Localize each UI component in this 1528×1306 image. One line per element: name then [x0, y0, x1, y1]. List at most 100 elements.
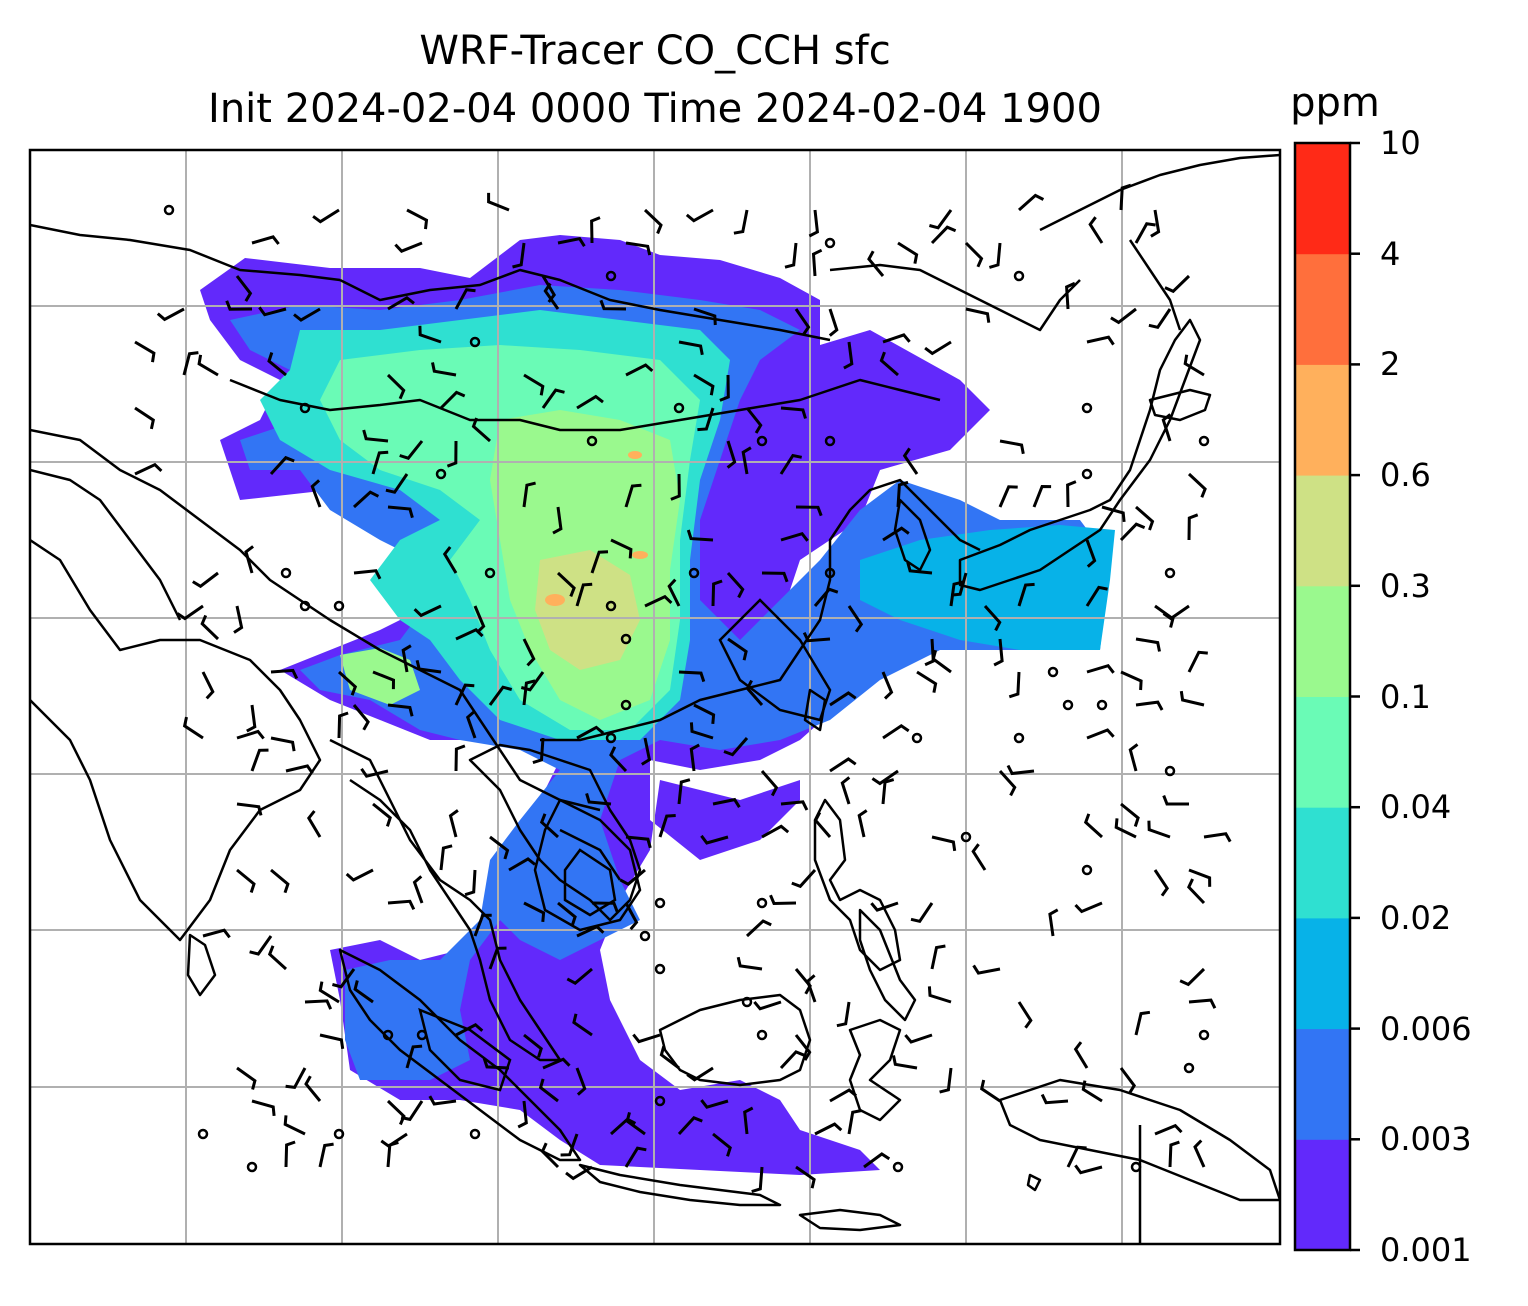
concentration-contours	[418, 598, 832, 1092]
wind-barb	[794, 308, 811, 336]
colorbar-segment	[1295, 253, 1350, 365]
calm-wind-marker	[1130, 1161, 1142, 1173]
calm-wind-marker	[484, 567, 496, 579]
wind-barb	[1085, 539, 1097, 568]
wind-barb	[412, 875, 424, 904]
wind-barb	[442, 546, 458, 574]
wind-barb	[863, 1152, 891, 1169]
wind-barb	[625, 241, 652, 256]
wind-barb	[667, 578, 681, 607]
wind-barb	[813, 811, 832, 838]
colorbar-tick-label: 0.1	[1380, 677, 1431, 716]
wind-barb	[625, 363, 654, 377]
wind-barb	[1065, 281, 1076, 310]
wind-barb	[743, 1106, 754, 1135]
wind-barb	[362, 429, 389, 443]
wind-barb	[406, 208, 429, 230]
wind-barb	[489, 835, 510, 860]
wind-barb	[591, 901, 619, 913]
wind-barb	[312, 208, 340, 224]
wind-barb	[306, 810, 322, 838]
wind-barb	[1164, 274, 1191, 294]
wind-barb	[1135, 637, 1161, 652]
wind-barb	[624, 1146, 647, 1168]
wind-barb	[590, 550, 609, 574]
wind-barb	[829, 757, 857, 773]
colorbar-tick-label: 0.001	[1380, 1231, 1472, 1269]
wind-barb	[1187, 513, 1199, 541]
wind-barb	[640, 737, 652, 766]
wind-barb	[400, 1100, 424, 1122]
wind-barb	[983, 604, 1002, 632]
colorbar-tick-label: 2	[1380, 345, 1401, 384]
wind-barbs	[134, 183, 1232, 1194]
calm-wind-marker	[1013, 732, 1025, 744]
wind-barb	[1040, 1093, 1069, 1105]
wind-barb	[1148, 308, 1172, 329]
wind-barb	[795, 505, 823, 517]
map-frame	[28, 148, 1282, 1246]
wind-barb	[269, 455, 295, 476]
wind-barb	[927, 986, 952, 1004]
calm-wind-marker	[382, 1029, 394, 1041]
calm-wind-marker	[1081, 468, 1093, 480]
wind-barb	[235, 275, 253, 302]
calm-wind-marker	[911, 732, 923, 744]
wind-barb	[353, 980, 374, 1004]
wind-barb	[454, 288, 476, 310]
wind-barb	[1086, 335, 1115, 346]
colorbar-segment	[1295, 1139, 1350, 1251]
wind-barb	[134, 462, 163, 476]
wind-barb	[576, 725, 605, 740]
wind-barb	[930, 225, 957, 245]
wind-barb	[540, 1142, 560, 1169]
calm-wind-marker	[605, 600, 617, 612]
wind-barb	[532, 737, 545, 765]
wind-barb	[522, 481, 536, 508]
wind-barb	[557, 901, 577, 926]
wind-barb	[751, 1166, 764, 1194]
wind-barb	[439, 844, 453, 871]
wind-barb	[1017, 1001, 1033, 1029]
wind-barb	[1119, 522, 1146, 542]
wind-barb	[980, 1079, 1001, 1103]
wind-barb	[1114, 818, 1137, 839]
wind-barb	[879, 351, 899, 377]
wind-barb	[566, 967, 593, 986]
wind-barb	[1119, 183, 1132, 211]
wind-barb	[677, 1116, 703, 1136]
wind-barb	[542, 1057, 571, 1070]
coastlines	[30, 153, 1280, 1232]
wind-barb	[882, 333, 911, 344]
wind-barb	[780, 406, 807, 419]
wind-barb	[1086, 663, 1115, 674]
wind-barb	[619, 868, 646, 887]
wind-barb	[769, 894, 797, 906]
wind-barb	[1066, 480, 1077, 508]
colorbar-segment	[1295, 475, 1350, 587]
wind-barb	[267, 352, 287, 377]
calm-wind-marker	[1081, 864, 1093, 876]
wind-barb	[1134, 222, 1156, 244]
calm-wind-marker	[1081, 402, 1093, 414]
wind-barb	[1188, 868, 1212, 887]
wind-barb	[352, 704, 370, 731]
wind-barb	[678, 670, 706, 683]
wind-barb	[951, 572, 968, 597]
calm-wind-marker	[1047, 666, 1059, 678]
wind-barb	[508, 857, 536, 872]
wind-barb	[192, 571, 219, 589]
calm-wind-marker	[333, 1128, 345, 1140]
wind-barb	[386, 1099, 406, 1126]
wind-barb	[1086, 728, 1115, 740]
wind-barb	[522, 679, 536, 706]
wind-barb	[1073, 1041, 1089, 1069]
wind-barb	[318, 1142, 334, 1168]
wind-barb	[267, 945, 288, 971]
calm-wind-marker	[688, 567, 700, 579]
calm-wind-marker	[654, 963, 666, 975]
wind-barb	[892, 1055, 918, 1070]
wind-barb	[319, 1033, 345, 1050]
wind-barb	[712, 1132, 732, 1157]
colorbar-segment	[1295, 585, 1350, 697]
